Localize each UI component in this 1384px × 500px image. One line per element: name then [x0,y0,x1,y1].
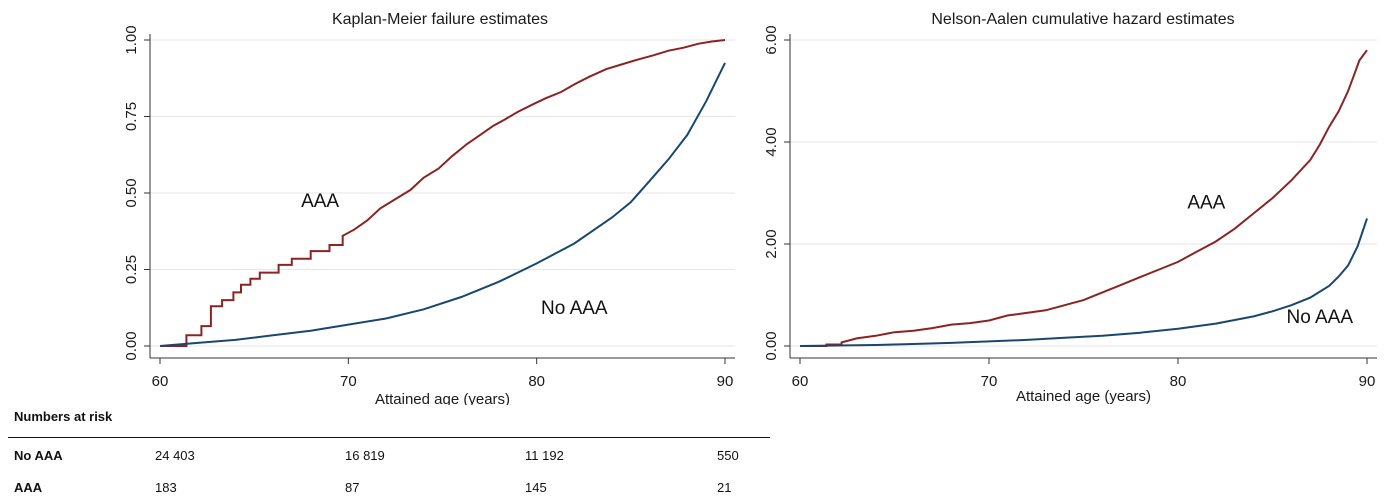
y-tick-label: 0.00 [123,331,140,360]
y-tick-label: 4.00 [763,127,780,156]
risk-table-divider [8,437,770,438]
risk-row-no-aaa: No AAA 24 403 16 819 11 192 550 [0,448,780,468]
chart-title: Nelson-Aalen cumulative hazard estimates [931,11,1234,28]
x-tick-label: 80 [1170,373,1187,390]
series-annotation: AAA [1187,192,1225,213]
aaa-series-line [160,39,726,347]
numbers-at-risk-table: Numbers at risk No AAA 24 403 16 819 11 … [0,405,780,495]
risk-row-label: No AAA [14,448,63,463]
x-tick-label: 70 [340,373,357,390]
y-tick-label: 6.00 [763,25,780,54]
x-axis-label: Attained age (years) [1016,388,1151,405]
risk-cell: 145 [525,480,547,495]
no-aaa-series-line [159,62,726,347]
y-tick-label: 0.25 [123,255,140,284]
chart-title: Kaplan-Meier failure estimates [332,11,548,28]
y-tick-label: 2.00 [763,229,780,258]
series-annotation: No AAA [1286,307,1353,328]
risk-table-title: Numbers at risk [14,409,113,424]
series-annotation: No AAA [541,298,608,319]
risk-cell: 16 819 [345,448,385,463]
x-tick-label: 80 [528,373,545,390]
kaplan-meier-chart: 60 70 80 90 0.00 0.25 0.50 0.75 1.00 AAA No AAA Kap… [123,11,735,405]
y-tick-label: 1.00 [123,25,140,54]
y-tick-label: 0.75 [123,102,140,131]
no-aaa-series-line [799,218,1368,347]
series-annotation: AAA [301,191,339,212]
x-tick-label: 70 [981,373,998,390]
y-tick-label: 0.00 [763,331,780,360]
risk-cell: 11 192 [525,448,564,463]
aaa-series-line [800,49,1368,347]
x-tick-label: 90 [1359,373,1376,390]
risk-row-label: AAA [14,480,43,495]
risk-cell: 183 [155,480,177,495]
nelson-aalen-chart: 60 70 80 90 0.00 2.00 4.00 6.00 AAA No AAA Nelson-… [763,11,1377,405]
risk-cell: 550 [717,448,739,463]
y-tick-label: 0.50 [123,178,140,207]
risk-cell: 87 [345,480,360,495]
risk-row-aaa: AAA 183 87 145 21 [0,480,780,500]
x-axis-label: Attained age (years) [375,391,510,405]
risk-cell: 24 403 [155,448,195,463]
x-tick-label: 60 [152,373,169,390]
x-tick-label: 90 [717,373,734,390]
risk-cell: 21 [717,480,732,495]
x-tick-label: 60 [792,373,809,390]
